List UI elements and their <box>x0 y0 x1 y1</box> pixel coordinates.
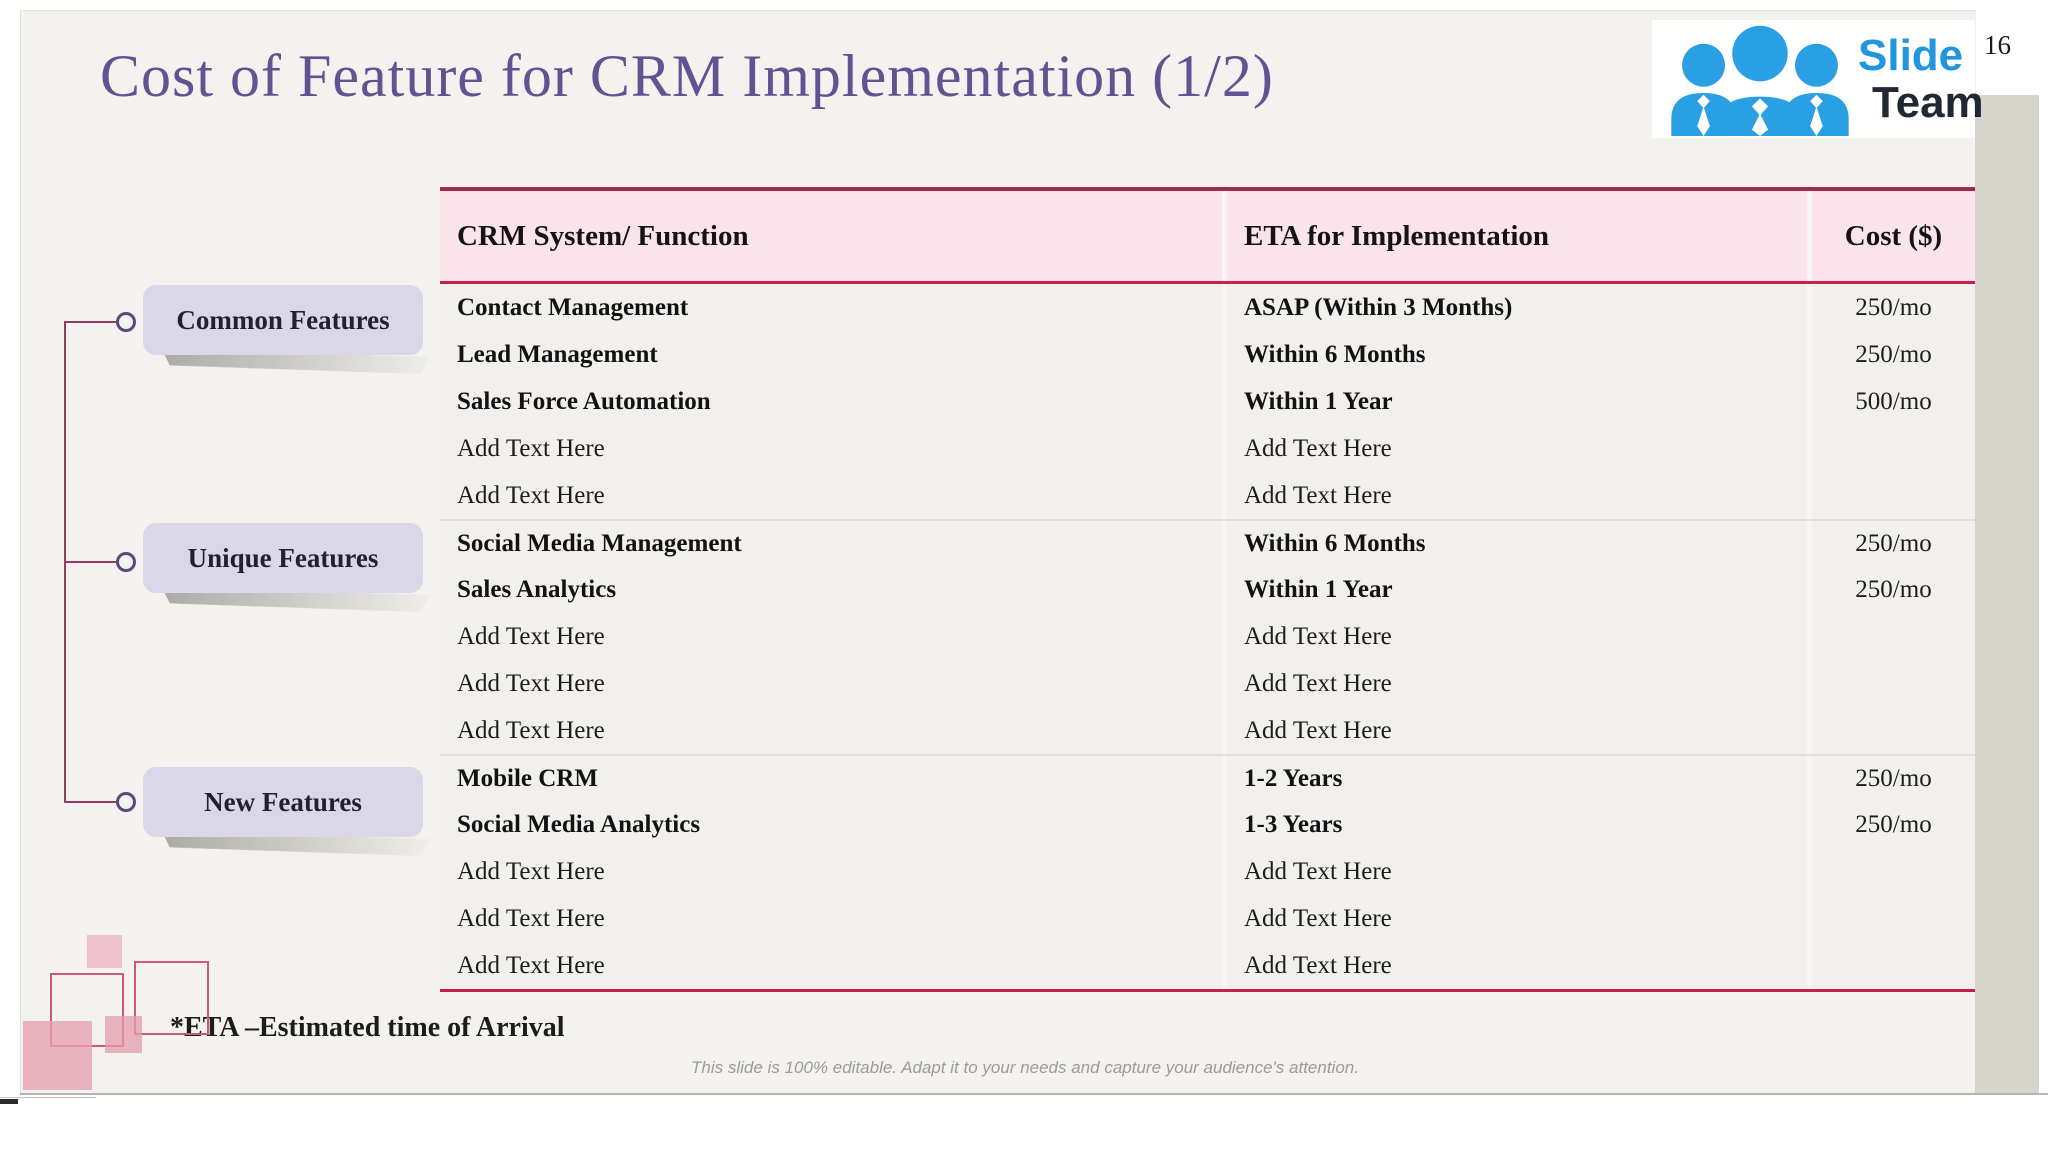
eta-footnote: *ETA –Estimated time of Arrival <box>170 1012 565 1043</box>
cell-feature: Add Text Here <box>440 425 1222 472</box>
cell-eta: 1-2 Years <box>1222 756 1807 801</box>
cost-table: CRM System/ Function ETA for Implementat… <box>440 187 1975 992</box>
cell-feature: Sales Analytics <box>440 566 1222 613</box>
cell-cost <box>1807 848 1975 895</box>
sidebar-item-common-features: Common Features <box>143 285 423 355</box>
cell-eta: Add Text Here <box>1222 660 1807 707</box>
table-row: Sales Analytics Within 1 Year 250/mo <box>440 566 1975 613</box>
connector-node-icon <box>116 552 136 572</box>
cell-feature: Social Media Management <box>440 521 1222 566</box>
cell-cost <box>1807 613 1975 660</box>
logo-wordmark: Slide Team <box>1858 32 1984 126</box>
deco-square-fill <box>105 1016 142 1053</box>
cell-eta: Add Text Here <box>1222 707 1807 754</box>
table-row: Social Media Management Within 6 Months 25… <box>440 519 1975 566</box>
table-header-row: CRM System/ Function ETA for Implementat… <box>440 187 1975 284</box>
slide-number: 16 <box>1984 30 2011 60</box>
table-row: Lead Management Within 6 Months 250/mo <box>440 331 1975 378</box>
table-row: Add Text Here Add Text Here <box>440 848 1975 895</box>
cell-cost: 250/mo <box>1807 756 1975 801</box>
connector-stub <box>65 801 116 803</box>
cell-eta: ASAP (Within 3 Months) <box>1222 284 1807 331</box>
sidebar-item-new-features: New Features <box>143 767 423 837</box>
deco-square-fill <box>87 935 122 968</box>
column-header-crm-function: CRM System/ Function <box>440 191 1222 281</box>
logo-word-team: Team <box>1872 78 1984 127</box>
cell-feature: Social Media Analytics <box>440 801 1222 848</box>
slide-bottom-edge <box>20 1093 2048 1095</box>
cell-eta: Add Text Here <box>1222 472 1807 519</box>
table-row: Add Text Here Add Text Here <box>440 942 1975 989</box>
cell-eta: Add Text Here <box>1222 942 1807 989</box>
cell-cost: 500/mo <box>1807 378 1975 425</box>
connector-stub <box>65 561 116 563</box>
cell-feature: Sales Force Automation <box>440 378 1222 425</box>
cell-cost <box>1807 942 1975 989</box>
table-row: Add Text Here Add Text Here <box>440 660 1975 707</box>
cell-feature: Contact Management <box>440 284 1222 331</box>
cell-feature: Add Text Here <box>440 660 1222 707</box>
connector-stub <box>65 321 116 323</box>
cell-cost: 250/mo <box>1807 284 1975 331</box>
cell-eta: Add Text Here <box>1222 848 1807 895</box>
table-row: Mobile CRM 1-2 Years 250/mo <box>440 754 1975 801</box>
editable-note: This slide is 100% editable. Adapt it to… <box>691 1058 1359 1077</box>
deco-square-fill <box>23 1021 92 1090</box>
cell-feature: Lead Management <box>440 331 1222 378</box>
cell-cost: 250/mo <box>1807 521 1975 566</box>
cell-eta: Within 1 Year <box>1222 378 1807 425</box>
cell-cost <box>1807 895 1975 942</box>
cell-cost <box>1807 472 1975 519</box>
page-title: Cost of Feature for CRM Implementation (… <box>100 43 1274 109</box>
bottom-edge-mark <box>0 1099 18 1104</box>
cell-feature: Add Text Here <box>440 848 1222 895</box>
cell-eta: Add Text Here <box>1222 425 1807 472</box>
cell-feature: Add Text Here <box>440 942 1222 989</box>
table-row: Add Text Here Add Text Here <box>440 425 1975 472</box>
slide-right-margin <box>1975 95 2039 1093</box>
table-row: Add Text Here Add Text Here <box>440 707 1975 754</box>
logo-people-icon <box>1671 25 1849 136</box>
connector-node-icon <box>116 312 136 332</box>
table-row: Add Text Here Add Text Here <box>440 895 1975 942</box>
sidebar-item-unique-features: Unique Features <box>143 523 423 593</box>
connector-node-icon <box>116 792 136 812</box>
cell-cost: 250/mo <box>1807 331 1975 378</box>
logo-word-slide: Slide <box>1858 31 1964 80</box>
cell-feature: Add Text Here <box>440 895 1222 942</box>
cell-eta: Within 6 Months <box>1222 331 1807 378</box>
column-header-eta: ETA for Implementation <box>1222 191 1807 281</box>
cell-feature: Mobile CRM <box>440 756 1222 801</box>
slideteam-logo: Slide Team <box>1652 20 1984 138</box>
table-row: Add Text Here Add Text Here <box>440 472 1975 519</box>
cell-cost <box>1807 707 1975 754</box>
table-row: Sales Force Automation Within 1 Year 500/m… <box>440 378 1975 425</box>
table-row: Add Text Here Add Text Here <box>440 613 1975 660</box>
table-row: Social Media Analytics 1-3 Years 250/mo <box>440 801 1975 848</box>
cell-feature: Add Text Here <box>440 472 1222 519</box>
cell-eta: 1-3 Years <box>1222 801 1807 848</box>
deco-square-outline <box>134 961 209 1035</box>
cell-cost <box>1807 660 1975 707</box>
table-row: Contact Management ASAP (Within 3 Months)… <box>440 284 1975 331</box>
cell-cost <box>1807 425 1975 472</box>
cell-eta: Within 1 Year <box>1222 566 1807 613</box>
bottom-edge-line <box>0 1097 96 1098</box>
table-body: Contact Management ASAP (Within 3 Months)… <box>440 284 1975 992</box>
cell-feature: Add Text Here <box>440 707 1222 754</box>
cell-eta: Within 6 Months <box>1222 521 1807 566</box>
cell-feature: Add Text Here <box>440 613 1222 660</box>
cell-eta: Add Text Here <box>1222 613 1807 660</box>
cell-cost: 250/mo <box>1807 801 1975 848</box>
cell-eta: Add Text Here <box>1222 895 1807 942</box>
column-header-cost: Cost ($) <box>1807 191 1975 281</box>
cell-cost: 250/mo <box>1807 566 1975 613</box>
